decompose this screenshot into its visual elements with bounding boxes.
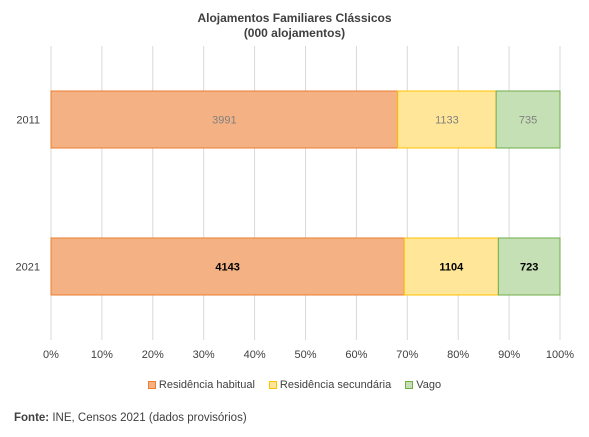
bar-segment — [50, 90, 399, 149]
bar-segment — [495, 90, 561, 149]
chart-legend: Residência habitual Residência secundária… — [0, 379, 589, 391]
bar-segment — [497, 237, 561, 296]
source-text: INE, Censos 2021 (dados provisórios) — [49, 412, 247, 424]
legend-swatch — [147, 381, 156, 389]
data-label: 735 — [519, 115, 537, 127]
legend-item: Vago — [405, 379, 441, 391]
source-label: Fonte: — [14, 412, 50, 424]
x-tick-label: 80% — [447, 349, 469, 361]
x-tick-label: 50% — [294, 349, 316, 361]
y-category-label: 2021 — [16, 262, 40, 274]
x-tick-label: 100% — [546, 349, 574, 361]
legend-label: Residência habitual — [158, 379, 255, 391]
source-note: Fonte: INE, Censos 2021 (dados provisóri… — [14, 412, 247, 424]
legend-item: Residência secundária — [268, 379, 392, 391]
x-tick-label: 40% — [244, 349, 266, 361]
legend-swatch — [405, 381, 414, 389]
bar-segment — [403, 237, 499, 296]
bar-segment — [50, 237, 405, 296]
x-tick-label: 60% — [345, 349, 367, 361]
data-label: 4143 — [215, 262, 239, 274]
data-label: 1104 — [439, 262, 464, 274]
y-category-label: 2011 — [16, 115, 40, 127]
x-tick-label: 20% — [142, 349, 164, 361]
bar-segment — [397, 90, 497, 149]
x-tick-label: 30% — [193, 349, 215, 361]
chart-subtitle: (000 alojamentos) — [243, 26, 346, 40]
chart-title: Alojamentos Familiares Clássicos — [197, 11, 392, 25]
data-label: 723 — [520, 262, 538, 274]
x-tick-label: 0% — [43, 349, 59, 361]
legend-swatch — [268, 381, 277, 389]
x-tick-label: 10% — [91, 349, 113, 361]
data-label: 1133 — [435, 115, 459, 127]
legend-item: Residência habitual — [147, 379, 255, 391]
x-tick-label: 90% — [498, 349, 520, 361]
legend-label: Vago — [416, 379, 442, 391]
legend-label: Residência secundária — [279, 379, 392, 391]
x-tick-label: 70% — [396, 349, 418, 361]
data-label: 3991 — [212, 115, 236, 127]
